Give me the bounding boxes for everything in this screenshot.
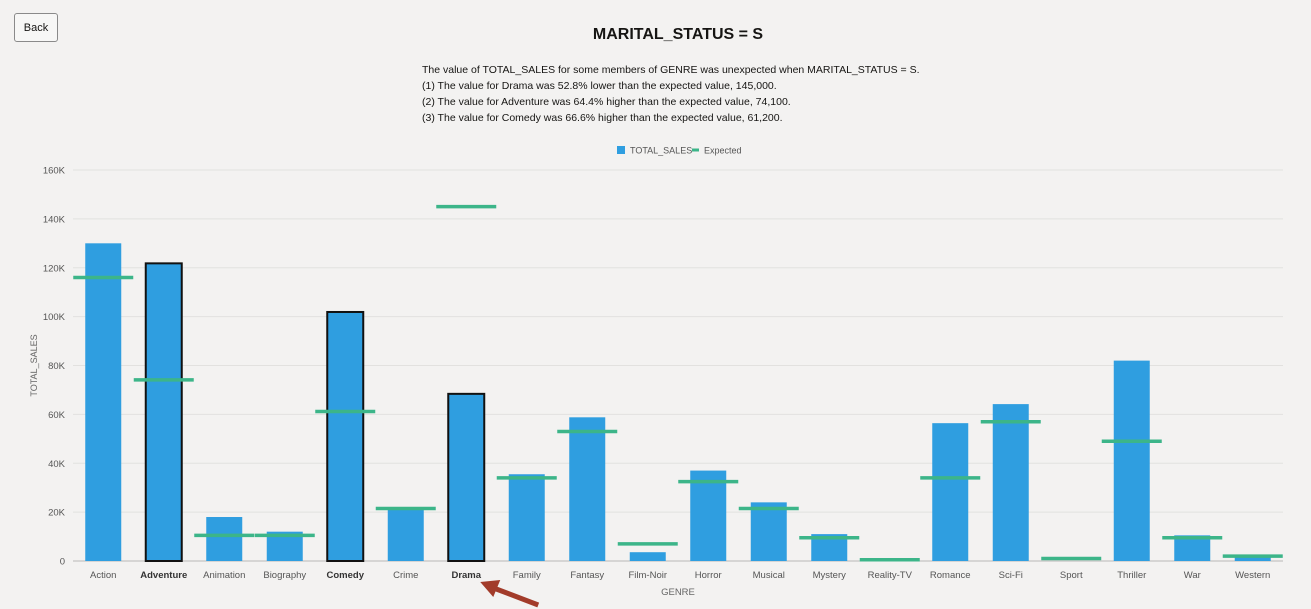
arrow-head <box>480 580 501 597</box>
bar-horror[interactable] <box>690 470 727 561</box>
bar-adventure[interactable] <box>144 262 183 562</box>
x-tick-label: Sci-Fi <box>999 570 1023 581</box>
x-axis-label: GENRE <box>661 587 695 598</box>
bar-sci-fi[interactable] <box>992 404 1029 561</box>
y-tick-label: 60K <box>48 410 66 421</box>
x-tick-label: Thriller <box>1117 570 1146 581</box>
y-tick-label: 140K <box>43 214 66 225</box>
x-tick-label: Western <box>1235 570 1270 581</box>
bar-war[interactable] <box>1174 535 1211 561</box>
summary-line: (2) The value for Adventure was 64.4% hi… <box>422 96 791 108</box>
y-axis-label: TOTAL_SALES <box>29 334 39 396</box>
x-tick-label: Mystery <box>813 570 847 581</box>
bar-western[interactable] <box>1234 556 1271 561</box>
y-tick-label: 20K <box>48 508 66 519</box>
y-tick-label: 0 <box>60 557 65 568</box>
bar-thriller[interactable] <box>1113 360 1150 561</box>
x-tick-label: Comedy <box>327 570 365 581</box>
bar-fantasy[interactable] <box>569 417 606 561</box>
x-tick-label: Reality-TV <box>868 570 913 581</box>
y-tick-label: 80K <box>48 361 66 372</box>
bar-crime[interactable] <box>387 509 424 561</box>
legend-label: TOTAL_SALES <box>630 146 692 156</box>
x-tick-label: Action <box>90 570 116 581</box>
bar-drama[interactable] <box>447 392 486 562</box>
x-tick-label: Film-Noir <box>628 570 667 581</box>
y-tick-label: 100K <box>43 312 66 323</box>
x-tick-label: Fantasy <box>570 570 604 581</box>
legend-swatch-total-sales <box>617 146 625 154</box>
bar-film-noir[interactable] <box>629 552 666 561</box>
legend-label: Expected <box>704 146 742 156</box>
arrow-shaft <box>495 586 540 608</box>
x-tick-label: Sport <box>1060 570 1083 581</box>
summary-text: The value of TOTAL_SALES for some member… <box>422 62 920 126</box>
y-tick-label: 160K <box>43 166 66 177</box>
back-button[interactable]: Back <box>14 13 58 42</box>
bar-animation[interactable] <box>206 517 243 561</box>
x-tick-label: Crime <box>393 570 418 581</box>
bar-action[interactable] <box>85 243 122 561</box>
summary-line: (1) The value for Drama was 52.8% lower … <box>422 80 777 92</box>
summary-line: The value of TOTAL_SALES for some member… <box>422 64 920 76</box>
x-tick-label: Musical <box>753 570 785 581</box>
x-tick-label: Animation <box>203 570 245 581</box>
x-tick-label: Family <box>513 570 541 581</box>
y-tick-label: 40K <box>48 459 66 470</box>
summary-line: (3) The value for Comedy was 66.6% highe… <box>422 112 783 124</box>
x-tick-label: Horror <box>695 570 722 581</box>
x-tick-label: Drama <box>451 570 481 581</box>
x-tick-label: Romance <box>930 570 971 581</box>
bar-musical[interactable] <box>750 502 787 561</box>
y-tick-label: 120K <box>43 263 66 274</box>
chart-title: MARITAL_STATUS = S <box>592 26 764 43</box>
x-tick-label: Biography <box>263 570 306 581</box>
x-tick-label: Adventure <box>140 570 187 581</box>
bar-romance[interactable] <box>932 423 969 561</box>
x-tick-label: War <box>1184 570 1201 581</box>
bar-comedy[interactable] <box>326 310 365 562</box>
bar-family[interactable] <box>508 474 545 561</box>
